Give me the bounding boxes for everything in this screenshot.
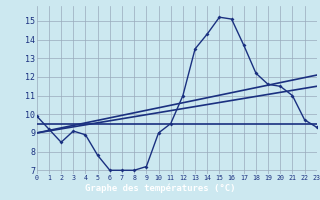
Text: Graphe des températures (°C): Graphe des températures (°C) [85, 184, 235, 193]
